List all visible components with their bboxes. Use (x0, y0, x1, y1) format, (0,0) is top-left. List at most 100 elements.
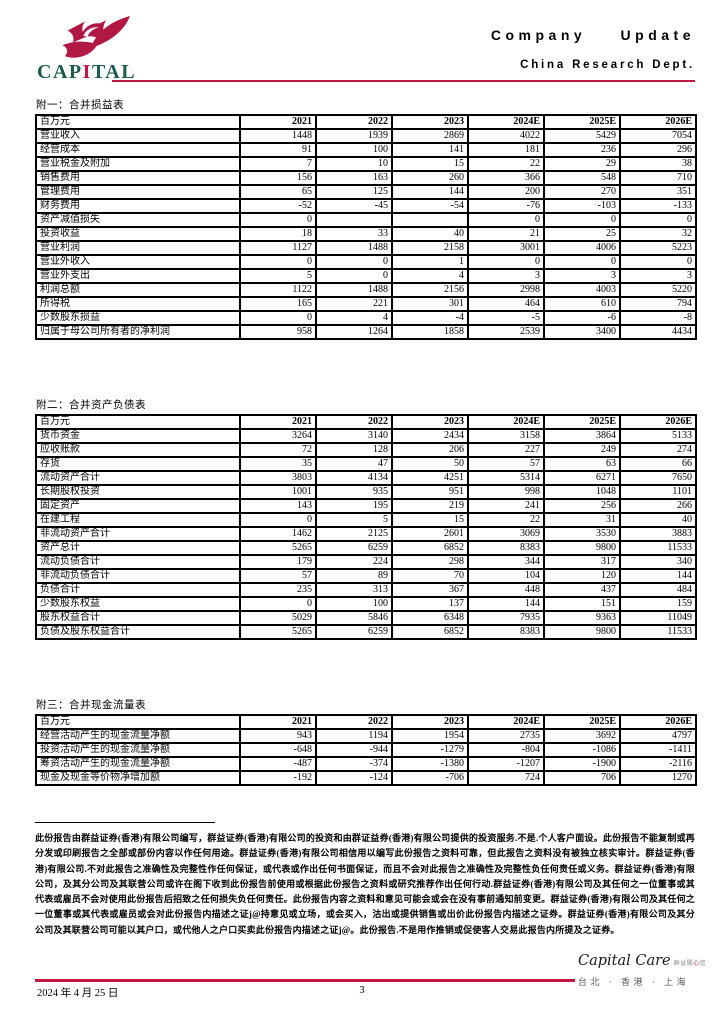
cell-value: 5846 (316, 611, 392, 625)
cell-value: 296 (620, 143, 696, 157)
cash-flow-table: 百万元 2021 2022 2023 2024E 2025E 2026E 经营活动产生的现金流… (35, 714, 697, 786)
row-label: 利润总额 (36, 283, 240, 297)
cell-value: 22 (468, 513, 544, 527)
cell-value: 6852 (392, 625, 468, 639)
cell-value: 7935 (468, 611, 544, 625)
row-label: 现金及现金等价物净增加额 (36, 771, 240, 785)
cell-value: 1488 (316, 241, 392, 255)
cell-value: 366 (468, 171, 544, 185)
cell-value: -133 (620, 199, 696, 213)
table-row: 经营成本 91 100 141 181 236 296 (36, 143, 696, 157)
row-label: 流动负债合计 (36, 555, 240, 569)
cell-value: 104 (468, 569, 544, 583)
cell-value: 256 (544, 499, 620, 513)
row-label: 营业外支出 (36, 269, 240, 283)
cell-value: 958 (240, 325, 316, 339)
cell-value: 5223 (620, 241, 696, 255)
cell-value: 144 (468, 597, 544, 611)
table-row: 负债及股东权益合计 5265 6259 6852 8383 9800 11533 (36, 625, 696, 639)
income-statement-caption: 附一：合并损益表 (36, 100, 124, 111)
table-row: 投资收益 18 33 40 21 25 32 (36, 227, 696, 241)
cell-value: 6271 (544, 471, 620, 485)
row-label: 投资活动产生的现金流量净额 (36, 743, 240, 757)
cell-value: 57 (468, 457, 544, 471)
cell-value: 0 (240, 311, 316, 325)
cell-value: -52 (240, 199, 316, 213)
cell-value: 0 (620, 255, 696, 269)
cell-value: 301 (392, 297, 468, 311)
disclaimer-text: 此份报告由群益证券(香港)有限公司编写，群益证券(香港)有限公司的投资和由群证益… (35, 833, 695, 935)
row-label: 所得税 (36, 297, 240, 311)
cell-value: 3158 (468, 429, 544, 443)
table-row: 股东权益合计 5029 5846 6348 7935 9363 11049 (36, 611, 696, 625)
cell-value: 1264 (316, 325, 392, 339)
cell-value: 0 (240, 255, 316, 269)
cell-value: 724 (468, 771, 544, 785)
row-label: 管理费用 (36, 185, 240, 199)
balance-sheet-caption: 附二：合并资产负债表 (36, 400, 146, 411)
table-row: 营业外支出 5 0 4 3 3 3 (36, 269, 696, 283)
cell-value: 2156 (392, 283, 468, 297)
cell-value: 5029 (240, 611, 316, 625)
cell-value: -804 (468, 743, 544, 757)
cell-value: 15 (392, 157, 468, 171)
row-label: 资产总计 (36, 541, 240, 555)
cell-value: 5133 (620, 429, 696, 443)
cell-value: 5314 (468, 471, 544, 485)
year-column-header: 2022 (316, 715, 392, 729)
balance-sheet-table: 百万元 2021 2022 2023 2024E 2025E 2026E 货币资金 3264 31… (35, 414, 697, 640)
cell-value: 40 (392, 227, 468, 241)
row-label: 销售费用 (36, 171, 240, 185)
balance-sheet-section: 附二：合并资产负债表 百万元 2021 2022 2023 2024E 2025E 2026… (35, 397, 697, 640)
cell-value: 3140 (316, 429, 392, 443)
table-row: 营业税金及附加 7 10 15 22 29 38 (36, 157, 696, 171)
row-label: 负债合计 (36, 583, 240, 597)
cell-value: 448 (468, 583, 544, 597)
cell-value: 548 (544, 171, 620, 185)
table-row: 资产总计 5265 6259 6852 8383 9800 11533 (36, 541, 696, 555)
cell-value: 235 (240, 583, 316, 597)
cell-value: 274 (620, 443, 696, 457)
cell-value: 270 (544, 185, 620, 199)
year-column-header: 2026E (620, 715, 696, 729)
wordmark-accent-letter: I (82, 61, 92, 83)
cell-value: 0 (316, 269, 392, 283)
cell-value: 11533 (620, 625, 696, 639)
row-label: 长期股权投资 (36, 485, 240, 499)
cell-value: 5 (316, 513, 392, 527)
cell-value: 120 (544, 569, 620, 583)
wordmark-pre: CAP (37, 61, 83, 83)
cell-value: 0 (620, 213, 696, 227)
row-label: 归属于母公司所有者的净利润 (36, 325, 240, 339)
table-row: 销售费用 156 163 260 366 548 710 (36, 171, 696, 185)
cell-value: -103 (544, 199, 620, 213)
cell-value: 0 (544, 255, 620, 269)
cell-value: -1207 (468, 757, 544, 771)
income-statement-section: 附一：合并损益表 百万元 2021 2022 2023 2024E 2025E 2026E 营… (35, 97, 697, 340)
row-label: 筹资活动产生的现金流量净额 (36, 757, 240, 771)
cell-value: -487 (240, 757, 316, 771)
row-label: 应收账款 (36, 443, 240, 457)
cell-value: -648 (240, 743, 316, 757)
year-column-header: 2022 (316, 415, 392, 429)
cell-value: 9800 (544, 541, 620, 555)
cell-value: 3001 (468, 241, 544, 255)
cell-value: 47 (316, 457, 392, 471)
cell-value: 65 (240, 185, 316, 199)
capital-wordmark: CAPITAL (37, 61, 136, 84)
cell-value: 2158 (392, 241, 468, 255)
cell-value: 710 (620, 171, 696, 185)
cell-value: -944 (316, 743, 392, 757)
brand-chinese-slogan: 群益關心您 (674, 961, 707, 967)
cell-value: -1411 (620, 743, 696, 757)
cell-value: 437 (544, 583, 620, 597)
cell-value: 236 (544, 143, 620, 157)
cell-value: 7650 (620, 471, 696, 485)
cell-value: 100 (316, 597, 392, 611)
cell-value: 2539 (468, 325, 544, 339)
cell-value: -76 (468, 199, 544, 213)
cell-value: 163 (316, 171, 392, 185)
cell-value: 125 (316, 185, 392, 199)
cell-value: -45 (316, 199, 392, 213)
cell-value: 3 (620, 269, 696, 283)
